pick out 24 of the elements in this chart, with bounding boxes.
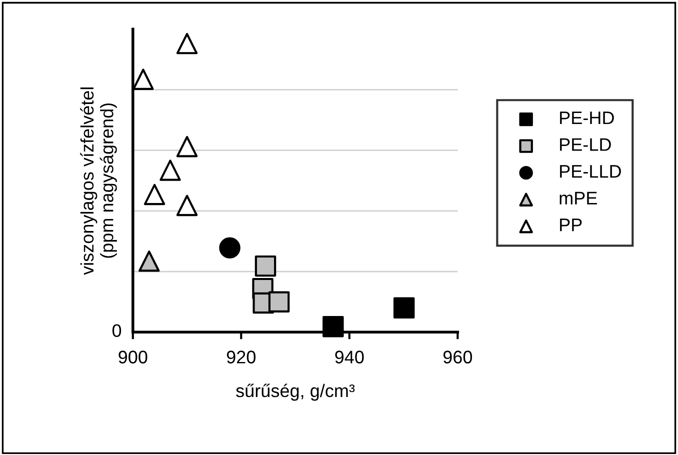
point: [176, 194, 198, 216]
x-tick-label: 940: [335, 350, 364, 364]
x-tick-label: 960: [443, 350, 472, 364]
point: [219, 237, 240, 258]
point: [144, 184, 166, 206]
x-tick-label: 920: [226, 350, 256, 364]
point: [268, 291, 290, 312]
point: [176, 32, 198, 54]
y-axis-title: viszonylagos vízfelvétel (ppm nagyságrend): [80, 88, 117, 275]
point: [176, 136, 198, 158]
point: [254, 255, 276, 277]
x-tick-label: 900: [118, 350, 148, 364]
point: [393, 297, 415, 319]
legend-label: PE-LD: [560, 138, 611, 151]
point: [322, 316, 344, 338]
point: [138, 250, 160, 272]
legend-label: PP: [560, 218, 582, 232]
point: [132, 68, 154, 90]
legend-label: PE-LLD: [560, 165, 621, 178]
legend-label: PE-HD: [560, 112, 614, 124]
text: 0: [112, 324, 122, 337]
x-axis-title: sűrűség, g/cm³: [236, 384, 355, 401]
point: [160, 160, 181, 181]
legend-label: mPE: [560, 192, 597, 204]
